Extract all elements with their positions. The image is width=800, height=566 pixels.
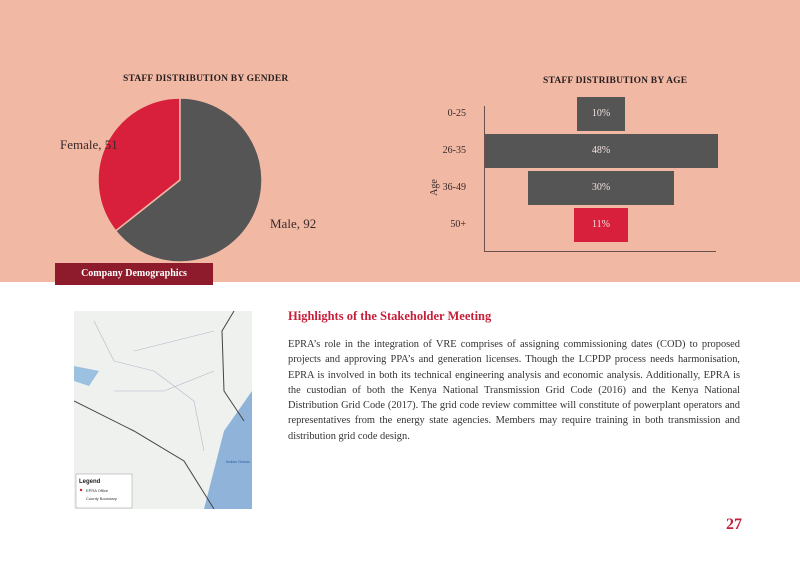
- x-axis: [484, 251, 716, 252]
- pie-slice-male: [114, 97, 263, 263]
- category-label: 50+: [450, 219, 466, 230]
- article-body: EPRA’s role in the integration of VRE co…: [288, 339, 740, 442]
- age-chart-title: STAFF DISTRIBUTION BY AGE: [543, 76, 688, 86]
- page-number: 27: [726, 516, 742, 533]
- gender-chart-title: STAFF DISTRIBUTION BY GENDER: [123, 74, 289, 84]
- gender-pie-chart: [97, 97, 263, 263]
- category-label: 0-25: [447, 108, 466, 119]
- kenya-map-image: Legend EPRA Office County Boundary India…: [74, 311, 252, 509]
- pie-slice-female: [97, 97, 181, 232]
- pie-label-female: Female, 51: [60, 137, 118, 152]
- company-demographics-tab: Company Demographics: [55, 263, 213, 285]
- map-legend-item: EPRA Office: [86, 488, 109, 493]
- bar-26-35: 48%: [484, 134, 718, 168]
- pie-label-male: Male, 92: [270, 216, 317, 231]
- map-place-label: Indian Ocean: [226, 459, 250, 464]
- y-axis: [484, 106, 485, 252]
- map-legend-title: Legend: [79, 479, 101, 485]
- map-legend-item: County Boundary: [86, 496, 117, 501]
- bar-36-49: 30%: [527, 171, 675, 205]
- category-label: 36-49: [442, 182, 466, 193]
- bar-0-25: 10%: [576, 97, 626, 131]
- bar-50+: 11%: [574, 208, 628, 242]
- category-label: 26-35: [442, 145, 466, 156]
- article-heading: Highlights of the Stakeholder Meeting: [288, 309, 492, 323]
